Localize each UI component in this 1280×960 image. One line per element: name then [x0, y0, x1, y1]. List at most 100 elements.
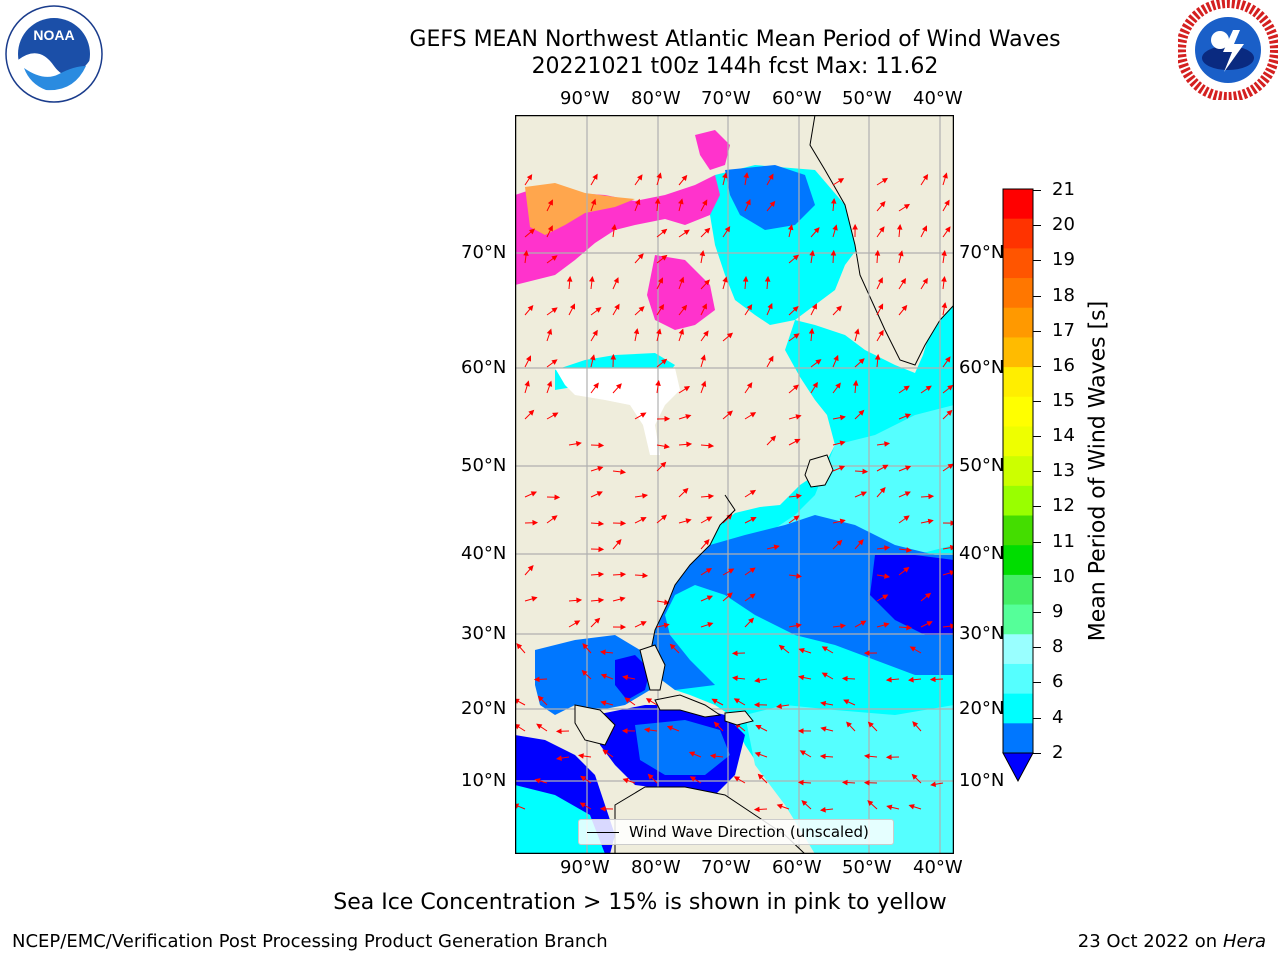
- wind-wave-arrowhead: [796, 573, 802, 579]
- wind-wave-arrowhead: [799, 750, 806, 756]
- wind-wave-arrowhead: [830, 249, 837, 256]
- wind-wave-arrowhead: [704, 227, 711, 234]
- wind-wave-arrowhead: [749, 593, 756, 600]
- wind-wave-arrowhead: [589, 354, 596, 361]
- wind-wave-arrowhead: [590, 198, 597, 205]
- wind-wave-arrowhead: [901, 304, 908, 311]
- lat-label-left-5: 20°N: [461, 698, 507, 719]
- wind-wave-arrowhead: [764, 275, 771, 282]
- colorbar-under-extension: [1002, 752, 1034, 783]
- wind-wave-arrowhead: [527, 304, 534, 311]
- wind-wave-arrowhead: [620, 520, 627, 527]
- wind-wave-arrowhead: [837, 178, 845, 184]
- wind-wave-arrowhead: [945, 226, 951, 233]
- wind-wave-arrowhead: [768, 355, 774, 362]
- ocean-caribbean-mid: [635, 720, 730, 775]
- colorbar-segment-14: [1003, 604, 1033, 635]
- wind-wave-arrowhead: [598, 442, 605, 449]
- wind-wave-arrowhead: [793, 333, 800, 339]
- lon-label-bottom-2: 70°W: [701, 857, 751, 878]
- wind-wave-arrowhead: [706, 595, 714, 601]
- wind-wave-arrowhead: [792, 254, 800, 261]
- wind-wave-arrowhead: [528, 409, 535, 416]
- coastline-east-us: [649, 494, 736, 676]
- colorbar-tick-label-11: 10: [1052, 566, 1075, 587]
- wind-wave-arrowhead: [820, 700, 827, 707]
- ocean-baffin-mid: [725, 165, 815, 230]
- wind-wave-arrowhead: [683, 229, 690, 236]
- wind-wave-arrowhead: [688, 751, 696, 757]
- lat-label-right-2: 50°N: [959, 455, 1005, 476]
- wind-wave-arrowhead: [551, 359, 558, 365]
- lon-label-bottom-3: 60°W: [772, 857, 822, 878]
- wind-wave-arrowhead: [903, 203, 911, 210]
- wind-wave-arrowhead: [812, 381, 818, 389]
- wind-wave-arrowhead: [619, 596, 626, 602]
- sea-ice-pink-2: [647, 255, 715, 330]
- wind-wave-arrowhead: [531, 596, 538, 602]
- wind-wave-arrowhead: [611, 223, 617, 231]
- wind-wave-arrowhead: [681, 174, 688, 181]
- colorbar-tick-mark-2: [1033, 260, 1041, 261]
- wind-wave-arrowhead: [797, 779, 804, 786]
- wind-wave-arrowhead: [746, 304, 753, 311]
- wind-wave-arrowhead: [947, 384, 954, 391]
- wind-wave-arrowhead: [529, 228, 536, 235]
- wind-wave-arrowhead: [598, 597, 605, 604]
- legend-line-swatch: [587, 831, 619, 833]
- wind-wave-arrowhead: [796, 493, 802, 499]
- wind-wave-arrowhead: [523, 249, 529, 256]
- wind-wave-arrowhead: [722, 172, 728, 179]
- wind-wave-arrowhead: [839, 414, 846, 421]
- wind-wave-arrowhead: [846, 721, 852, 728]
- colorbar-tick-label-2: 19: [1052, 249, 1075, 270]
- wind-wave-arrowhead: [769, 200, 776, 208]
- wind-wave-arrowhead: [768, 173, 774, 180]
- wind-wave-arrowhead: [678, 276, 685, 283]
- wind-wave-arrowhead: [592, 329, 598, 337]
- wind-wave-arrowhead: [732, 675, 738, 681]
- wind-wave-arrowhead: [896, 223, 903, 230]
- wind-wave-arrowhead: [775, 703, 783, 709]
- wind-wave-arrowhead: [661, 254, 668, 261]
- wind-wave-arrowhead: [885, 754, 892, 760]
- wind-wave-arrowhead: [598, 571, 605, 578]
- wind-wave-arrowhead: [621, 728, 628, 734]
- colorbar-segment-15: [1003, 634, 1033, 665]
- wind-wave-arrowhead: [547, 225, 553, 232]
- wind-wave-arrowhead: [863, 753, 870, 760]
- colorbar-segment-1: [1003, 218, 1033, 249]
- wind-wave-arrowhead: [797, 728, 804, 734]
- colorbar-tick-label-5: 16: [1052, 355, 1075, 376]
- wind-wave-arrowhead: [878, 303, 884, 310]
- map-legend: Wind Wave Direction (unscaled): [578, 819, 894, 845]
- legend-label: Wind Wave Direction (unscaled): [629, 823, 869, 841]
- colorbar-tick-label-9: 12: [1052, 495, 1075, 516]
- wind-wave-arrowhead: [909, 646, 916, 652]
- wind-wave-arrowhead: [581, 669, 588, 676]
- wind-wave-arrowhead: [776, 803, 783, 810]
- wind-wave-arrowhead: [615, 383, 622, 390]
- colorbar-segment-2: [1003, 248, 1033, 279]
- wind-wave-arrowhead: [874, 249, 881, 256]
- wind-wave-arrowhead: [793, 515, 800, 521]
- wind-wave-arrowhead: [620, 624, 627, 630]
- colorbar-segment-17: [1003, 693, 1033, 724]
- colorbar-tick-mark-1: [1033, 225, 1041, 226]
- lon-label-top-2: 70°W: [701, 88, 751, 109]
- colorbar-tick-mark-0: [1033, 190, 1041, 191]
- lon-label-top-5: 40°W: [913, 88, 963, 109]
- wind-wave-arrowhead: [798, 674, 805, 681]
- wind-wave-arrowhead: [908, 676, 914, 683]
- wind-wave-arrowhead: [594, 617, 601, 624]
- wind-wave-arrowhead: [911, 773, 918, 780]
- colorbar-segment-11: [1003, 515, 1033, 546]
- wind-wave-arrowhead: [555, 755, 563, 761]
- wind-wave-arrowhead: [832, 224, 838, 231]
- wind-wave-arrowhead: [942, 172, 948, 179]
- lat-label-right-4: 30°N: [959, 623, 1005, 644]
- wind-wave-arrowhead: [821, 672, 828, 678]
- wind-wave-arrowhead: [874, 353, 881, 360]
- wind-wave-arrowhead: [904, 465, 912, 471]
- wind-wave-arrowhead: [906, 547, 912, 553]
